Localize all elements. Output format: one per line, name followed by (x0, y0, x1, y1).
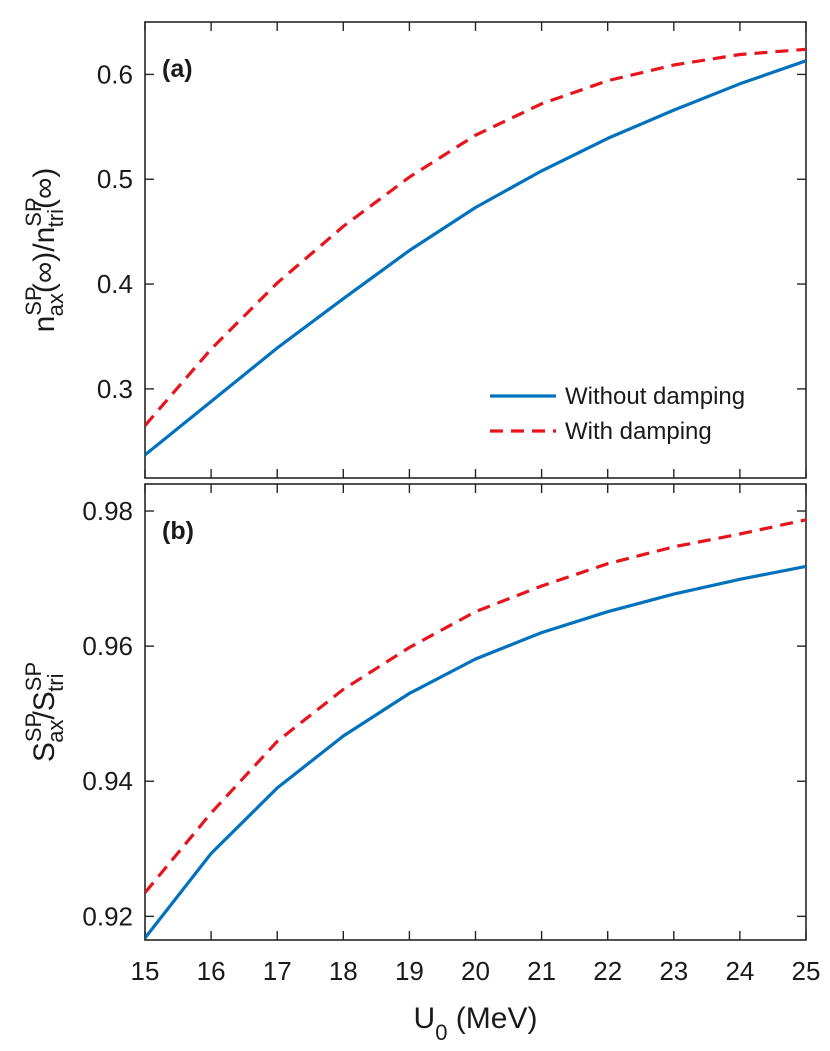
panel-b-series-with-damping (145, 518, 806, 894)
panel-b-ytick-label: 0.92 (82, 901, 133, 931)
panel-a-ytick-label: 0.6 (97, 59, 133, 89)
panel-b-ylabel: SSPax/SSPtri (21, 662, 68, 762)
panel-b-xtick-label: 25 (792, 956, 821, 986)
panel-a-ytick-label: 0.5 (97, 164, 133, 194)
panel-b: 0.92 0.94 0.96 0.98 15 16 17 18 19 20 21 22 23 24 25 (b… (21, 483, 821, 1045)
panel-b-xlabel: U0 (MeV) (414, 1002, 538, 1045)
legend-label-without-damping: Without damping (565, 383, 745, 410)
panel-a-legend: Without damping With damping (490, 383, 745, 445)
panel-a-label: (a) (162, 55, 193, 83)
panel-b-label: (b) (162, 517, 194, 545)
panel-a-series-with-damping (145, 47, 806, 427)
panel-a-series-without-damping (145, 59, 806, 457)
panel-b-xtick-label: 23 (659, 956, 688, 986)
panel-b-xtick-label: 20 (461, 956, 490, 986)
panel-a-plot-frame (144, 21, 807, 479)
panel-b-xtick-label: 17 (263, 956, 292, 986)
panel-b-xtick-label: 19 (395, 956, 424, 986)
panel-a-ytick-label: 0.3 (97, 374, 133, 404)
panel-b-xtick-label: 22 (593, 956, 622, 986)
panel-b-ytick-label: 0.98 (82, 496, 133, 526)
panel-b-ytick-label: 0.96 (82, 631, 133, 661)
legend-label-with-damping: With damping (565, 418, 712, 445)
panel-b-xtick-label: 16 (197, 956, 226, 986)
panel-b-xtick-label: 24 (725, 956, 754, 986)
panel-b-ytick-label: 0.94 (82, 766, 133, 796)
panel-b-xtick-label: 21 (527, 956, 556, 986)
panel-a: 0.3 0.4 0.5 0.6 (a) nSPax(∞)/nSPtri(∞) Without… (21, 21, 807, 479)
panel-b-xtick-label: 15 (131, 956, 160, 986)
panel-b-plot-frame (144, 483, 807, 941)
panel-a-ytick-label: 0.4 (97, 269, 133, 299)
panel-b-xtick-label: 18 (329, 956, 358, 986)
panel-b-series-without-damping (145, 564, 806, 939)
panel-a-ylabel: nSPax(∞)/nSPtri(∞) (21, 168, 68, 333)
